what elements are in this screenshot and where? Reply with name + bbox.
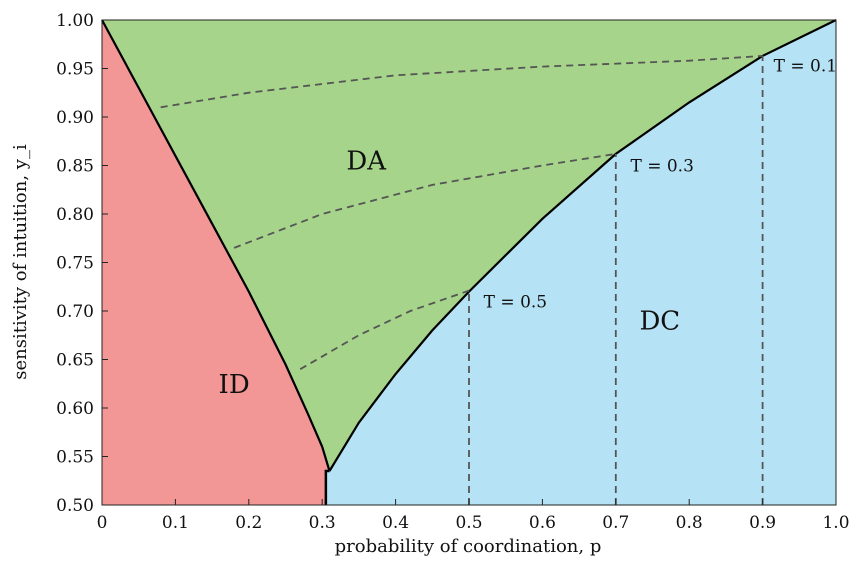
y-tick-label: 0.80: [56, 205, 94, 225]
temperature-annotation-3: T = 0.1: [774, 57, 837, 77]
y-tick-label: 0.85: [56, 157, 94, 177]
region-label-id: ID: [219, 370, 250, 400]
x-tick-label: 0.8: [676, 513, 703, 533]
y-tick-label: 0.95: [56, 60, 94, 80]
y-tick-label: 0.70: [56, 302, 94, 322]
x-tick-label: 0.4: [382, 513, 409, 533]
x-tick-label: 0.3: [309, 513, 336, 533]
region-label-dc: DC: [639, 307, 680, 337]
temperature-annotation-1: T = 0.5: [484, 292, 547, 312]
x-axis-label: probability of coordination, p: [335, 536, 602, 557]
y-tick-label: 1.00: [56, 11, 94, 31]
x-tick-label: 1.0: [822, 513, 849, 533]
x-tick-label: 0.1: [162, 513, 189, 533]
y-axis-label: sensitivity of intuition, y_i: [10, 144, 31, 380]
temperature-annotation-2: T = 0.3: [630, 157, 693, 177]
x-tick-label: 0.5: [455, 513, 482, 533]
x-tick-label: 0.9: [749, 513, 776, 533]
y-tick-label: 0.50: [56, 496, 94, 516]
x-tick-label: 0.7: [602, 513, 629, 533]
region-label-da: DA: [346, 147, 387, 177]
x-tick-label: 0.6: [529, 513, 556, 533]
y-tick-label: 0.65: [56, 351, 94, 371]
y-tick-label: 0.60: [56, 399, 94, 419]
x-tick-label: 0: [97, 513, 108, 533]
y-tick-label: 0.90: [56, 108, 94, 128]
x-tick-label: 0.2: [235, 513, 262, 533]
y-tick-label: 0.75: [56, 254, 94, 274]
y-tick-label: 0.55: [56, 448, 94, 468]
